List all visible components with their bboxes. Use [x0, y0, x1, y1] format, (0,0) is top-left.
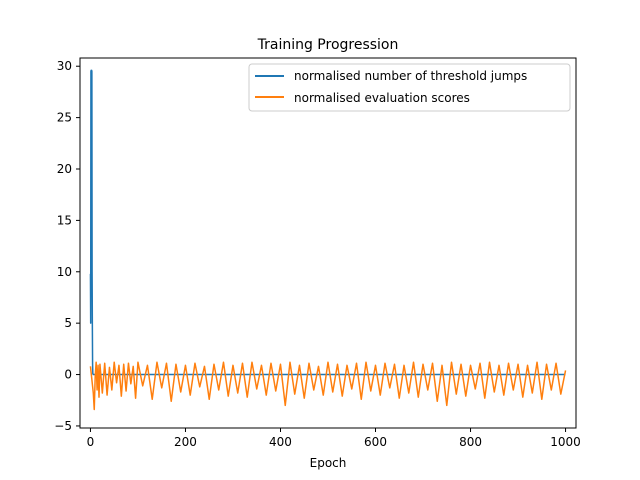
- legend: normalised number of threshold jumps nor…: [248, 63, 571, 112]
- x-axis-ticks: 0 200 400 600 800 1000: [87, 428, 581, 449]
- x-axis-label: Epoch: [310, 456, 347, 470]
- y-tick-label: 15: [57, 213, 72, 227]
- chart-title: Training Progression: [257, 37, 399, 53]
- x-tick-label: 400: [269, 435, 292, 449]
- legend-label-evaluation-scores: normalised evaluation scores: [294, 91, 470, 105]
- y-tick-label: 5: [64, 316, 72, 330]
- y-axis-ticks: −5 0 5 10 15 20 25 30: [54, 59, 80, 433]
- x-tick-label: 200: [174, 435, 197, 449]
- x-tick-label: 800: [459, 435, 482, 449]
- legend-box: [248, 63, 571, 112]
- y-tick-label: −5: [54, 419, 72, 433]
- y-tick-label: 0: [64, 368, 72, 382]
- y-tick-label: 10: [57, 265, 72, 279]
- series-line-1: [89, 361, 567, 411]
- y-tick-label: 30: [57, 59, 72, 73]
- y-tick-label: 20: [57, 162, 72, 176]
- x-tick-label: 0: [87, 435, 95, 449]
- legend-label-threshold-jumps: normalised number of threshold jumps: [294, 69, 527, 83]
- y-tick-label: 25: [57, 111, 72, 125]
- series-layer: [89, 69, 567, 411]
- x-tick-label: 600: [364, 435, 387, 449]
- x-tick-label: 1000: [550, 435, 581, 449]
- plot-frame: [79, 57, 577, 429]
